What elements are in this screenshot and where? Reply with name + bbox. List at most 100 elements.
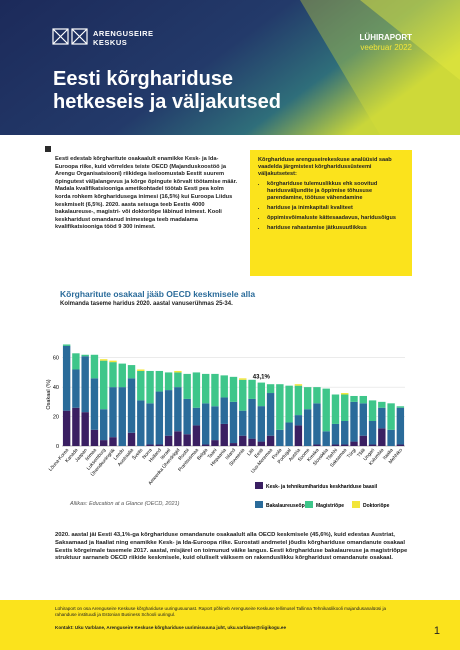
bar-segment: [359, 395, 367, 404]
bar-segment: [62, 345, 71, 411]
bar-segment: [396, 444, 405, 446]
x-tick-label: Läti: [246, 447, 256, 457]
bar-segment: [90, 354, 99, 379]
bar-segment: [239, 379, 247, 411]
bar-segment: [164, 372, 173, 391]
bar-segment: [322, 431, 330, 446]
bar-segment: [100, 440, 108, 446]
footer-contact: Kontakt: Uku Varblane, Arenguseire Kesku…: [55, 625, 286, 630]
bar-segment: [313, 387, 321, 404]
bar-segment: [331, 423, 340, 445]
bar-segment: [90, 378, 99, 430]
bar-segment: [201, 373, 210, 404]
bar-segment: [368, 444, 377, 446]
bar-segment: [155, 370, 164, 392]
bar-segment: [192, 425, 201, 446]
bar-segment: [174, 370, 182, 373]
bar-segment: [155, 391, 164, 445]
bar-segment: [100, 409, 108, 441]
bar-segment: [127, 432, 136, 446]
bar-segment: [276, 384, 284, 430]
bar-segment: [341, 420, 349, 445]
bar-segment: [118, 363, 126, 388]
x-tick-label: Taani: [207, 447, 219, 460]
bar-segment: [164, 435, 173, 446]
bar-segment: [368, 420, 377, 445]
bar-segment: [248, 398, 256, 439]
bar-segment: [62, 410, 71, 446]
bar-segment: [248, 379, 256, 399]
bar-segment: [359, 435, 367, 446]
bar-segment: [313, 403, 321, 445]
x-tick-label: Tšiili: [356, 447, 367, 458]
bar-segment: [294, 415, 303, 426]
bar-segment: [192, 372, 201, 408]
footer-band: [0, 600, 460, 650]
bar-segment: [229, 443, 238, 446]
bar-segment: [285, 385, 293, 423]
bar-segment: [266, 435, 275, 446]
bar-segment: [183, 373, 191, 399]
bar-segment: [257, 406, 266, 442]
bar-segment: [155, 444, 164, 446]
bar-segment: [127, 365, 136, 379]
bar-segment: [341, 394, 349, 421]
bar-segment: [396, 407, 405, 445]
bar-segment: [378, 401, 386, 408]
page-number: 1: [433, 625, 440, 637]
bar-segment: [239, 435, 247, 446]
bar-segment: [294, 384, 303, 386]
bar-segment: [137, 370, 145, 401]
bar-segment: [257, 441, 266, 446]
bar-segment: [294, 425, 303, 446]
bar-segment: [81, 354, 89, 357]
bar-segment: [220, 375, 228, 398]
bar-segment: [350, 395, 358, 402]
chart-title: Kõrgharitute osakaal jääb OECD keskmisel…: [60, 289, 256, 299]
bullet-square: [45, 146, 51, 152]
bar-segment: [72, 369, 80, 408]
y-tick-label: 40: [53, 385, 59, 391]
info-box: [250, 150, 412, 276]
bar-segment: [257, 382, 266, 407]
info-box-item: kõrghariduse tulemuslikkus ehk soovitud …: [267, 181, 406, 202]
legend-label: Doktoriõpe: [363, 503, 390, 509]
bar-segment: [137, 400, 145, 446]
bar-segment: [331, 394, 340, 424]
bar-segment: [387, 403, 395, 430]
footer-note: Lühiraport on osa Arenguseire Keskuse kõ…: [55, 606, 387, 617]
info-box-item: hariduse ja inimkapitali kvaliteet: [267, 205, 406, 212]
x-tick-label: Eesti: [253, 447, 264, 459]
bar-segment: [368, 400, 377, 421]
bar-segment: [109, 437, 117, 446]
bar-segment: [90, 429, 99, 446]
info-box-item: õppimisvõimaluste kättesaadavus, haridus…: [267, 215, 406, 222]
bar-segment: [174, 372, 182, 388]
legend-swatch: [305, 501, 313, 508]
legend-label: Kesk- ja tehnikumiharidus keskhariduse b…: [266, 484, 378, 490]
bar-segment: [109, 360, 117, 363]
bar-segment: [294, 385, 303, 416]
bar-segment: [62, 344, 71, 346]
info-box-list: kõrghariduse tulemuslikkus ehk soovitud …: [258, 181, 406, 232]
chart-source: Allikas: Education at a Glance (OECD, 20…: [70, 501, 180, 507]
bar-segment: [220, 397, 228, 424]
bar-segment: [322, 388, 330, 432]
bar-segment: [72, 353, 80, 370]
bar-segment: [100, 360, 108, 410]
bar-segment: [100, 359, 108, 361]
bar-segment: [183, 398, 191, 435]
bar-segment: [359, 403, 367, 436]
page-title: Eesti kõrghariduse hetkeseis ja väljakut…: [53, 68, 281, 113]
annotation: 43,1%: [253, 375, 271, 381]
bar-segment: [109, 387, 117, 438]
bar-segment: [220, 423, 228, 446]
bar-segment: [378, 407, 386, 429]
info-box-item: hariduse rahastamise jätkusuutlikkus: [267, 225, 406, 232]
bar-segment: [109, 362, 117, 388]
bar-segment: [192, 407, 201, 426]
bar-segment: [350, 401, 358, 442]
bar-segment: [174, 387, 182, 432]
